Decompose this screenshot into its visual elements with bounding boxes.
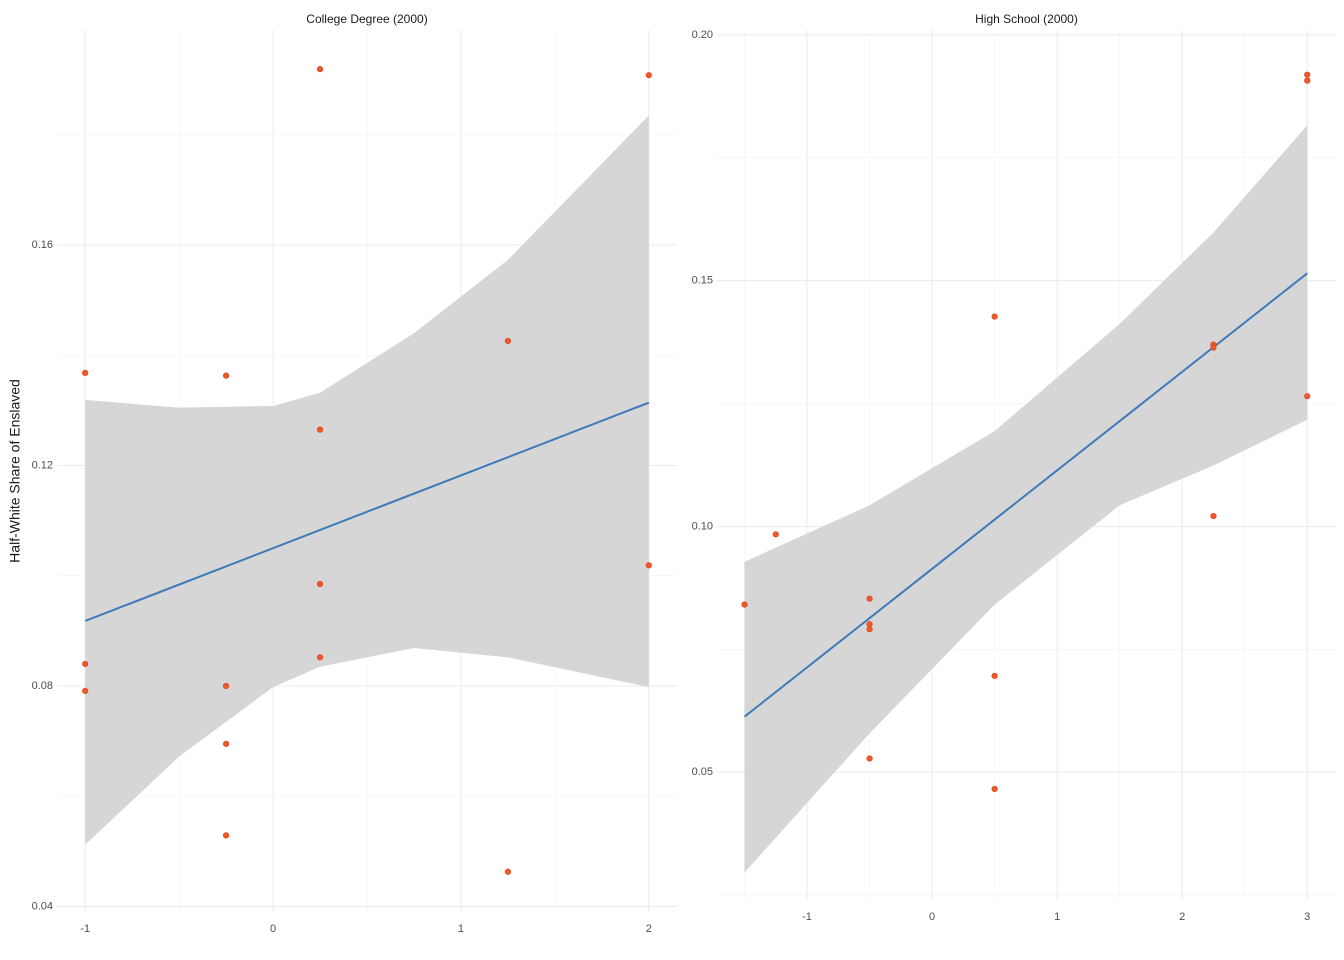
x-tick-label: 3 bbox=[1304, 911, 1310, 923]
data-point bbox=[82, 660, 89, 668]
data-point bbox=[866, 755, 873, 762]
data-point bbox=[772, 531, 779, 538]
data-point bbox=[991, 785, 998, 793]
data-point bbox=[222, 372, 230, 379]
x-tick-label: 1 bbox=[1054, 911, 1060, 923]
data-point bbox=[1304, 77, 1311, 84]
data-point bbox=[866, 626, 873, 633]
data-point bbox=[1210, 344, 1217, 351]
data-point bbox=[316, 66, 324, 73]
fit-line bbox=[743, 272, 1308, 718]
data-point bbox=[645, 72, 652, 79]
y-axis-label: Half-White Share of Enslaved bbox=[7, 379, 23, 563]
x-tick-label: 2 bbox=[1179, 911, 1185, 923]
x-tick-label: -1 bbox=[802, 911, 812, 923]
y-tick-label: 0.20 bbox=[692, 29, 713, 41]
data-point bbox=[504, 337, 512, 345]
data-point bbox=[222, 682, 230, 690]
x-tick-label: -1 bbox=[80, 923, 90, 935]
data-point bbox=[504, 868, 512, 875]
data-point bbox=[866, 595, 873, 602]
x-tick-label: 0 bbox=[270, 923, 276, 935]
y-tick-label: 0.12 bbox=[32, 459, 53, 471]
panel-title: College Degree (2000) bbox=[306, 12, 427, 26]
data-point bbox=[645, 562, 652, 569]
y-tick-label: 0.10 bbox=[692, 520, 713, 532]
data-point bbox=[741, 601, 748, 608]
data-point bbox=[991, 672, 998, 679]
y-tick-label: 0.05 bbox=[692, 766, 713, 778]
fit-line bbox=[84, 401, 650, 622]
data-point bbox=[991, 313, 998, 320]
data-point bbox=[316, 580, 324, 588]
x-tick-label: 2 bbox=[646, 923, 652, 935]
data-point bbox=[222, 832, 230, 839]
data-point bbox=[82, 369, 89, 376]
data-point bbox=[1210, 513, 1217, 520]
data-point bbox=[1304, 393, 1311, 400]
data-point bbox=[222, 740, 230, 747]
y-tick-label: 0.15 bbox=[692, 275, 713, 287]
x-tick-label: 0 bbox=[929, 911, 935, 923]
y-tick-label: 0.04 bbox=[32, 900, 53, 912]
panel-title: High School (2000) bbox=[975, 12, 1078, 26]
confidence-band bbox=[85, 115, 649, 845]
data-point bbox=[82, 687, 89, 695]
data-point bbox=[316, 426, 324, 433]
x-tick-label: 1 bbox=[458, 923, 464, 935]
confidence-band bbox=[744, 125, 1308, 873]
y-tick-label: 0.16 bbox=[32, 239, 53, 251]
data-point bbox=[316, 654, 324, 661]
y-tick-label: 0.08 bbox=[32, 680, 53, 692]
data-point bbox=[1304, 71, 1311, 78]
